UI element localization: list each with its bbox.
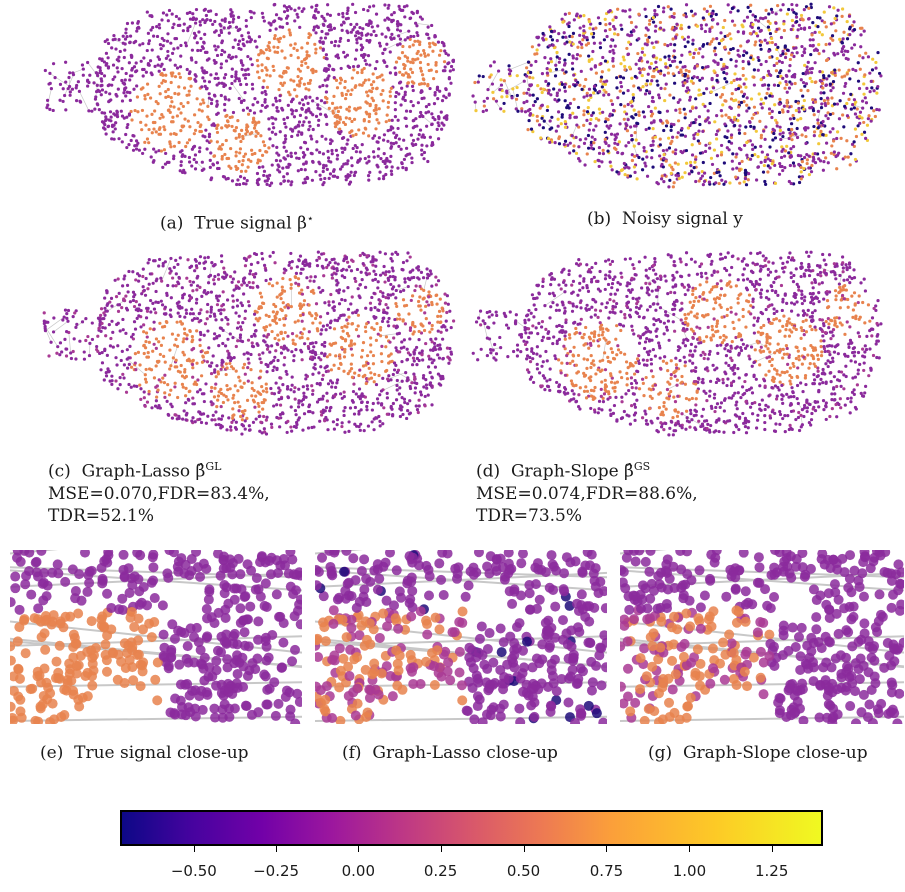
colorbar-tick — [523, 846, 525, 852]
map-noisy-signal — [468, 2, 888, 192]
closeup-true-signal — [10, 550, 302, 724]
graph-map — [43, 2, 456, 188]
graph-map — [471, 2, 883, 189]
map-graph-lasso — [40, 250, 460, 440]
caption-c: (c) Graph-Lasso β̂GL MSE=0.070,FDR=83.4%… — [48, 460, 270, 526]
colorbar-tick-label: 0.50 — [506, 862, 541, 880]
caption-b: (b) Noisy signal y — [587, 209, 743, 229]
colorbar-tick-label: 0.00 — [341, 862, 376, 880]
closeup-map — [620, 550, 904, 724]
caption-e: (e) True signal close-up — [40, 743, 249, 763]
colorbar-tick — [771, 846, 773, 852]
caption-d: (d) Graph-Slope β̂GS MSE=0.074,FDR=88.6%… — [476, 460, 698, 526]
colorbar-tick-label: 1.25 — [754, 862, 789, 880]
colorbar-tick-label: 0.25 — [423, 862, 458, 880]
metrics-line: MSE=0.074,FDR=88.6%, — [476, 483, 698, 504]
colorbar-tick-label: 1.00 — [672, 862, 707, 880]
colorbar-tick-label: −0.50 — [170, 862, 217, 880]
colorbar-tick — [358, 846, 360, 852]
colorbar-tick — [276, 846, 278, 852]
closeup-graph-slope — [620, 550, 904, 724]
closeup-map — [10, 550, 302, 724]
colorbar-tick — [440, 846, 442, 852]
colorbar-tick — [606, 846, 608, 852]
colorbar-tick — [193, 846, 195, 852]
closeup-map — [315, 550, 607, 724]
metrics-line: MSE=0.070,FDR=83.4%, — [48, 483, 270, 504]
map-true-signal — [40, 2, 460, 192]
closeup-graph-lasso — [315, 550, 607, 724]
metrics-line: TDR=52.1% — [48, 505, 155, 526]
colorbar — [120, 810, 823, 846]
graph-map — [471, 250, 883, 437]
metrics-line: TDR=73.5% — [476, 505, 583, 526]
caption-a: (a) True signal β⋆ — [160, 212, 314, 234]
colorbar-tick — [689, 846, 691, 852]
colorbar-tick-label: −0.25 — [253, 862, 300, 880]
colorbar-tick-label: 0.75 — [589, 862, 624, 880]
caption-f: (f) Graph-Lasso close-up — [342, 743, 558, 763]
map-graph-slope — [468, 250, 888, 440]
graph-map — [42, 250, 456, 436]
caption-g: (g) Graph-Slope close-up — [648, 743, 868, 763]
